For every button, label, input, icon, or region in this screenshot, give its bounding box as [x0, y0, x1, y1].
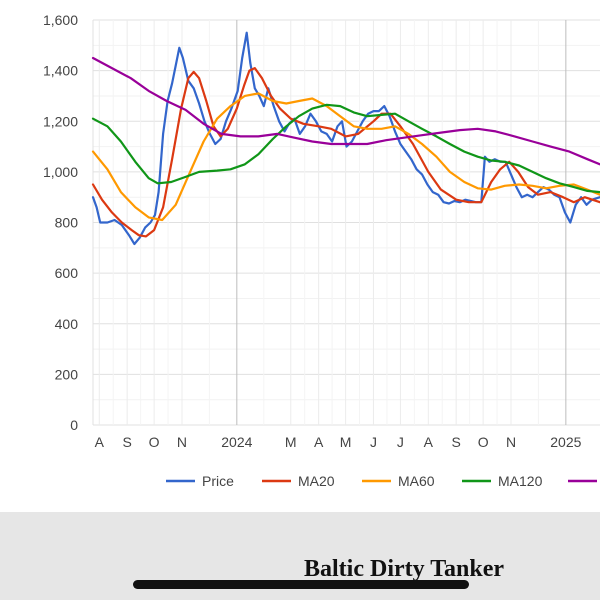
x-tick-label: M: [340, 434, 352, 450]
legend-label-ma60: MA60: [398, 473, 435, 489]
grid-layer: [92, 19, 600, 426]
y-tick-label: 400: [55, 316, 79, 332]
y-tick-label: 1,000: [43, 164, 78, 180]
x-tick-label: N: [506, 434, 516, 450]
legend-label-price: Price: [202, 473, 234, 489]
legend-item-ma240[interactable]: MA240: [568, 473, 600, 489]
y-tick-label: 0: [70, 417, 78, 433]
x-tick-label: S: [451, 434, 460, 450]
y-tick-label: 600: [55, 265, 79, 281]
x-tick-label: O: [478, 434, 489, 450]
series-layer: [91, 31, 600, 246]
x-tick-label: O: [149, 434, 160, 450]
legend-item-price[interactable]: Price: [166, 473, 234, 489]
legend-item-ma60[interactable]: MA60: [362, 473, 435, 489]
x-tick-label: J: [370, 434, 377, 450]
x-tick-label: N: [177, 434, 187, 450]
legend-label-ma120: MA120: [498, 473, 543, 489]
x-tick-label: A: [424, 434, 434, 450]
x-tick-label: J: [397, 434, 404, 450]
legend-item-ma120[interactable]: MA120: [462, 473, 543, 489]
home-indicator[interactable]: [133, 580, 469, 589]
x-tick-label: 2025: [550, 434, 581, 450]
y-tick-label: 800: [55, 215, 79, 231]
series-line-ma240: [91, 56, 600, 166]
x-tick-label: A: [314, 434, 324, 450]
chart-caption: Baltic Dirty Tanker: [304, 556, 505, 582]
y-tick-label: 1,400: [43, 63, 78, 79]
series-line-price: [91, 31, 600, 246]
x-tick-label: 2024: [221, 434, 252, 450]
legend[interactable]: Price MA20 MA60 MA120 MA240: [166, 473, 600, 489]
series-line-ma120: [91, 103, 600, 194]
legend-label-ma20: MA20: [298, 473, 335, 489]
chart-area: 0 200 400 600 800 1,000 1,200 1,400 1,600 A S O N 202…: [42, 12, 600, 489]
x-tick-label: M: [285, 434, 297, 450]
x-tick-label: S: [122, 434, 131, 450]
chart-svg: 0 200 400 600 800 1,000 1,200 1,400 1,600 A S O N 202…: [43, 12, 600, 489]
y-tick-label: 1,200: [43, 113, 78, 129]
axis-layer: 0 200 400 600 800 1,000 1,200 1,400 1,600 A S O N 202…: [43, 12, 582, 450]
x-tick-label: A: [95, 434, 105, 450]
series-line-ma60: [91, 92, 600, 222]
y-tick-label: 200: [55, 366, 79, 382]
y-tick-label: 1,600: [43, 12, 78, 28]
legend-item-ma20[interactable]: MA20: [262, 473, 335, 489]
